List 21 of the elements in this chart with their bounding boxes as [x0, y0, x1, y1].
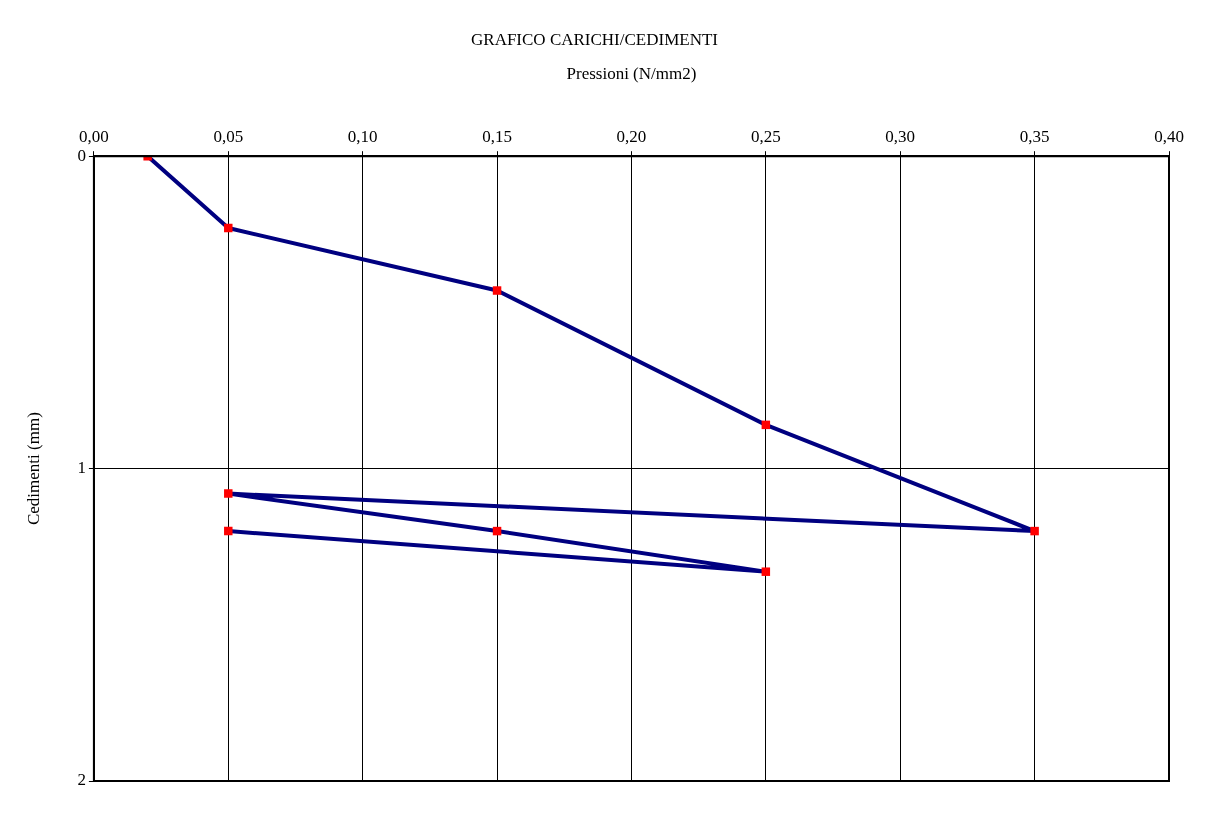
y-axis-title: Cedimenti (mm) [23, 412, 43, 526]
x-tick-label: 0,00 [79, 127, 109, 147]
point [224, 526, 233, 536]
y-tick-label: 2 [77, 770, 86, 790]
x-tick-label: 0,20 [616, 127, 647, 147]
x-tick-label: 0,25 [750, 127, 781, 147]
point [224, 489, 233, 498]
x-axis-title: Pressioni (N/mm2) [566, 64, 697, 84]
x-tick-label: 0,05 [213, 127, 244, 147]
x-tick-label: 0,35 [1019, 127, 1050, 147]
x-tick-label: 0,40 [1154, 127, 1184, 147]
chart-title: GRAFICO CARICHI/CEDIMENTI [471, 29, 719, 49]
point [1030, 526, 1039, 536]
point [761, 567, 771, 576]
point [224, 223, 233, 233]
x-tick-label: 0,30 [885, 127, 916, 147]
x-tick-label: 0,10 [347, 127, 378, 147]
y-tick-label: 0 [77, 145, 86, 165]
point [492, 286, 502, 295]
y-tick-label: 1 [77, 458, 86, 478]
x-tick-label: 0,15 [482, 127, 512, 147]
